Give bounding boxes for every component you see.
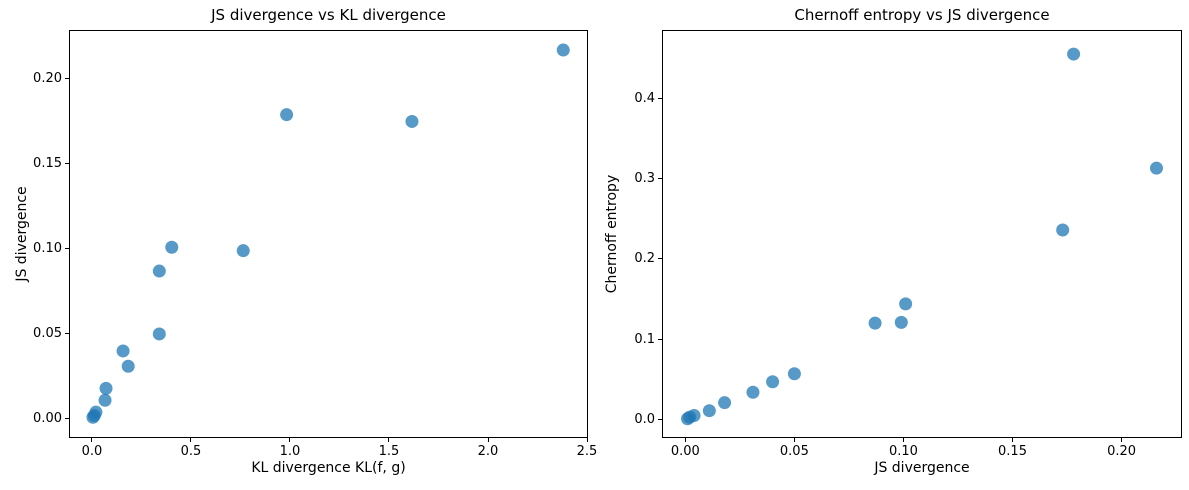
y-tick-mark <box>65 78 69 80</box>
scatter-point <box>236 244 250 258</box>
y-tick-label: 0.10 <box>33 241 62 257</box>
scatter-point <box>894 315 908 329</box>
y-tick-label: 0.05 <box>33 326 62 342</box>
x-tick-label: 0.10 <box>888 444 918 459</box>
scatter-point <box>405 114 419 128</box>
y-tick-mark <box>658 178 662 180</box>
y-tick-mark <box>65 418 69 420</box>
x-tick-mark <box>91 438 93 442</box>
left-chart-title: JS divergence vs KL divergence <box>211 6 446 24</box>
x-tick-mark <box>388 438 390 442</box>
x-tick-label: 2.5 <box>576 444 598 459</box>
y-tick-label: 0.00 <box>33 411 62 427</box>
x-tick-label: 0.05 <box>779 444 809 459</box>
scatter-point <box>899 297 913 311</box>
left-y-axis-label: JS divergence <box>14 186 30 282</box>
scatter-point <box>556 43 570 57</box>
x-tick-mark <box>289 438 291 442</box>
x-tick-mark <box>793 438 795 442</box>
x-tick-label: 0.15 <box>998 444 1027 459</box>
x-tick-mark <box>902 438 904 442</box>
scatter-point <box>98 393 112 407</box>
right-plot-area <box>662 30 1182 438</box>
y-tick-mark <box>65 163 69 165</box>
scatter-point <box>121 359 135 373</box>
scatter-point <box>1149 161 1163 175</box>
x-tick-label: 0.20 <box>1107 444 1137 459</box>
scatter-point <box>687 409 701 423</box>
y-tick-mark <box>658 338 662 340</box>
left-x-axis-label: KL divergence KL(f, g) <box>251 460 406 476</box>
y-tick-mark <box>658 258 662 260</box>
scatter-point <box>99 381 113 395</box>
x-tick-label: 0.00 <box>670 444 700 459</box>
scatter-point <box>116 344 130 358</box>
right-chart-title: Chernoff entropy vs JS divergence <box>794 6 1050 24</box>
x-tick-label: 1.0 <box>279 444 301 459</box>
x-tick-mark <box>1121 438 1123 442</box>
scatter-point <box>746 385 760 399</box>
y-tick-label: 0.20 <box>33 71 62 87</box>
y-tick-label: 0.0 <box>634 412 655 428</box>
scatter-point <box>152 327 166 341</box>
right-y-axis-label: Chernoff entropy <box>604 174 620 294</box>
y-tick-label: 0.3 <box>634 171 655 187</box>
x-tick-label: 1.5 <box>378 444 400 459</box>
y-tick-label: 0.1 <box>634 331 655 347</box>
scatter-point <box>868 316 882 330</box>
x-tick-label: 0.0 <box>81 444 103 459</box>
scatter-point <box>766 375 780 389</box>
x-tick-mark <box>684 438 686 442</box>
y-tick-label: 0.2 <box>634 251 655 267</box>
left-plot-area <box>69 30 588 438</box>
scatter-point <box>152 264 166 278</box>
scatter-points-layer <box>681 47 1163 426</box>
scatter-point <box>702 404 716 418</box>
scatter-point <box>787 367 801 381</box>
y-tick-label: 0.15 <box>33 156 62 172</box>
right-x-axis-label: JS divergence <box>874 460 970 476</box>
y-tick-mark <box>65 248 69 250</box>
scatter-point <box>280 108 294 122</box>
scatter-point <box>89 405 103 419</box>
x-tick-mark <box>586 438 588 442</box>
x-tick-label: 0.5 <box>180 444 202 459</box>
scatter-point <box>165 240 179 254</box>
scatter-point <box>1067 47 1081 61</box>
x-tick-mark <box>487 438 489 442</box>
y-tick-mark <box>658 97 662 99</box>
scatter-point <box>1056 223 1070 237</box>
scatter-points-layer <box>86 43 570 424</box>
x-tick-label: 2.0 <box>477 444 499 459</box>
x-tick-mark <box>1012 438 1014 442</box>
y-tick-mark <box>65 333 69 335</box>
x-tick-mark <box>190 438 192 442</box>
scatter-point <box>718 396 732 410</box>
y-tick-label: 0.4 <box>634 90 655 106</box>
y-tick-mark <box>658 419 662 421</box>
